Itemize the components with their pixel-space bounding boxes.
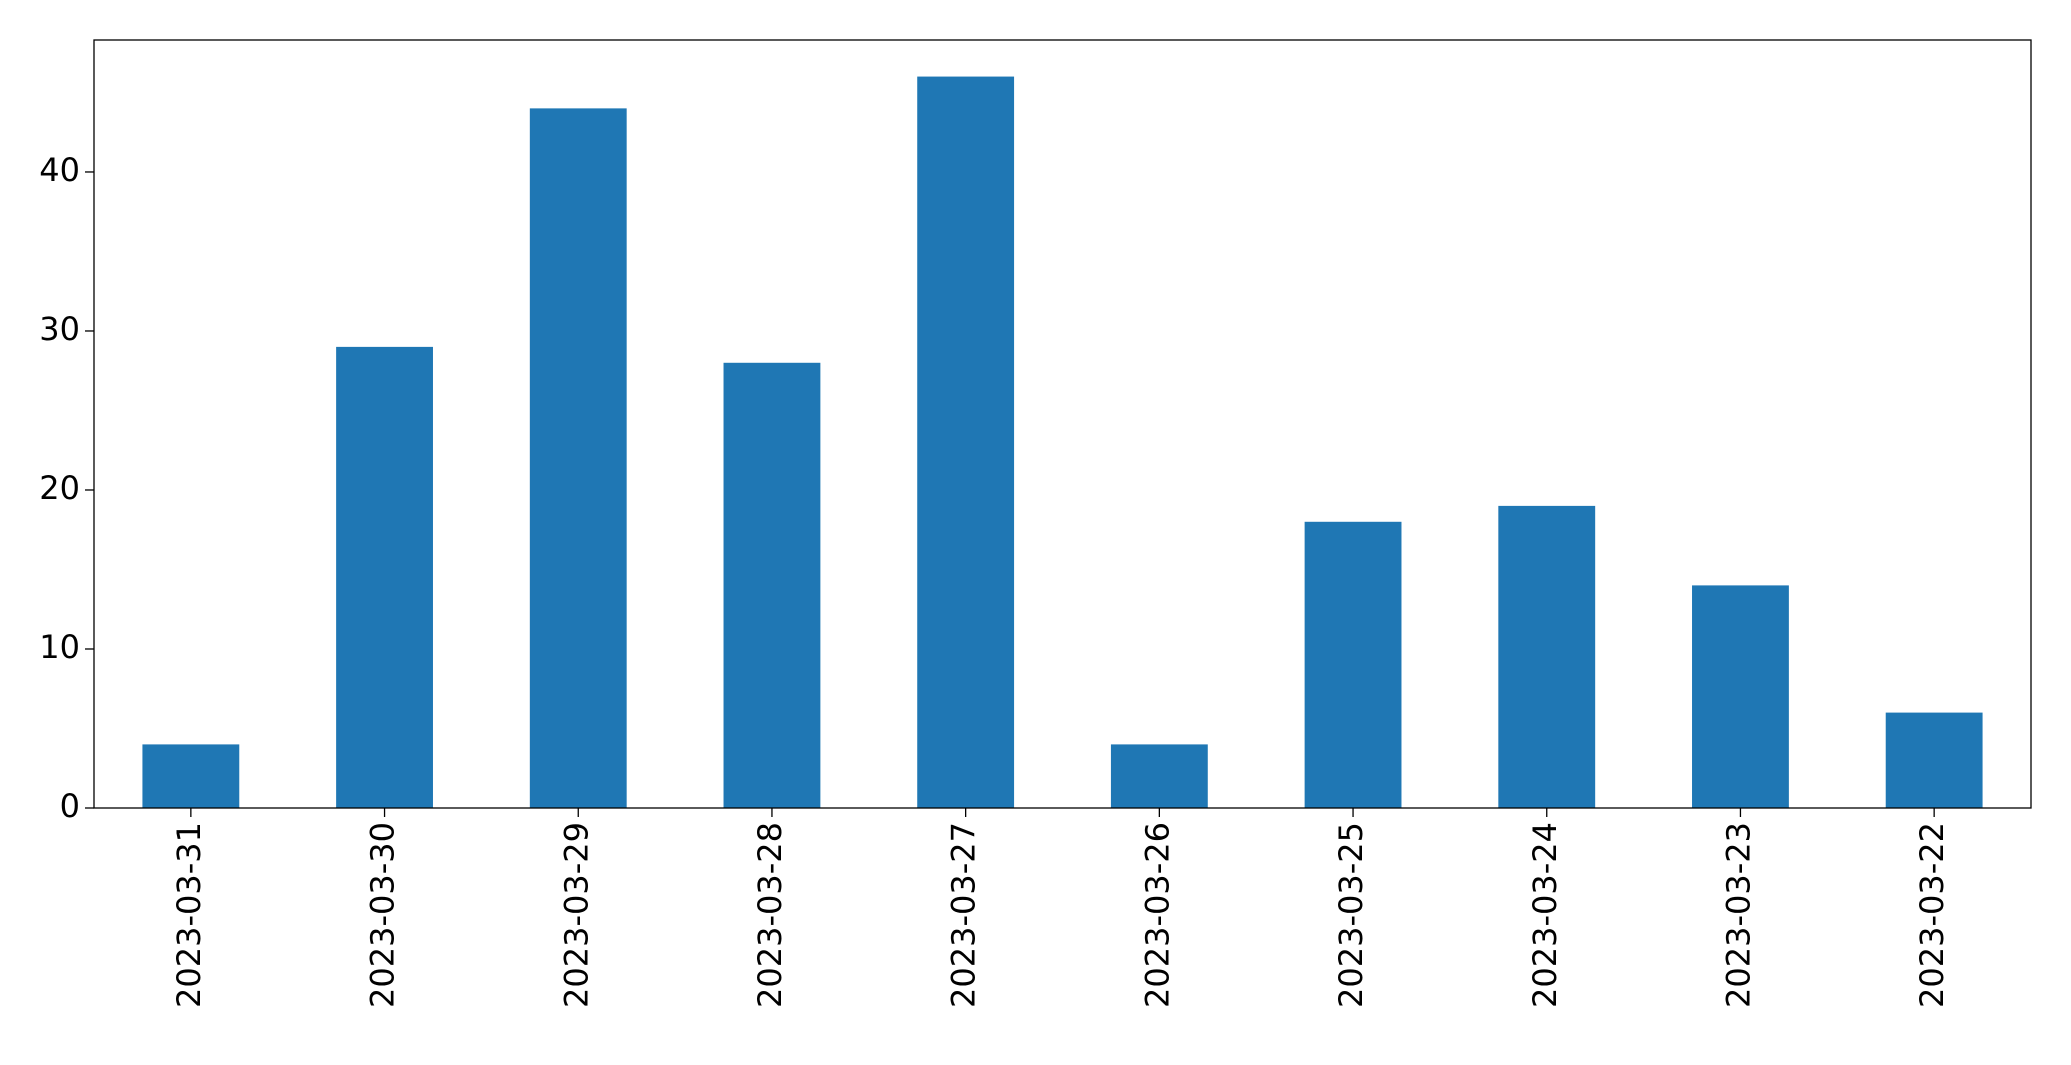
- bar: [917, 76, 1015, 809]
- x-tick-label: 2023-03-22: [1913, 822, 1951, 1008]
- y-tick-label: 30: [39, 310, 80, 348]
- bar: [529, 108, 627, 808]
- bar: [1692, 585, 1789, 808]
- bar: [1110, 744, 1208, 808]
- x-tick-label: 2023-03-31: [170, 822, 208, 1008]
- x-tick-label: 2023-03-30: [364, 822, 402, 1008]
- x-tick-label: 2023-03-29: [557, 822, 595, 1008]
- x-tick-label: 2023-03-25: [1332, 822, 1370, 1008]
- x-tick-label: 2023-03-23: [1719, 822, 1757, 1008]
- x-tick-label: 2023-03-28: [751, 822, 789, 1008]
- bar: [336, 346, 433, 808]
- plot-frame: [93, 39, 2032, 809]
- bar: [723, 362, 821, 808]
- x-tick-label: 2023-03-26: [1138, 822, 1176, 1008]
- y-tick-label: 40: [39, 151, 80, 189]
- x-tick-label: 2023-03-24: [1526, 822, 1564, 1008]
- y-tick-label: 10: [39, 628, 80, 666]
- y-tick-label: 0: [60, 787, 80, 825]
- bar: [1885, 712, 1983, 808]
- x-tick-label: 2023-03-27: [945, 822, 983, 1008]
- bar: [1498, 505, 1596, 808]
- bar: [142, 744, 240, 808]
- bar: [1304, 521, 1402, 808]
- y-tick-label: 20: [39, 469, 80, 507]
